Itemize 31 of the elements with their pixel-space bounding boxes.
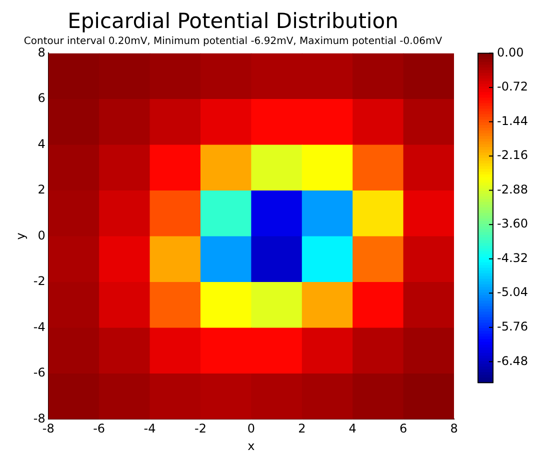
chart-title: Epicardial Potential Distribution [68,9,398,34]
y-tick-label: 4 [38,136,46,151]
color-bar-label: -0.72 [497,80,528,94]
y-tick-label: -4 [33,320,46,334]
x-tick-label: 6 [399,422,408,436]
x-tick-label: 2 [298,422,306,436]
color-bar-label: -5.76 [497,320,528,334]
y-tick-label: -6 [33,366,46,380]
y-tick-label: -8 [33,411,46,426]
y-axis-title: y [13,232,28,240]
x-tick-label: -4 [144,422,156,436]
chart-subtitle: Contour interval 0.20mV, Minimum potential -6.92mV, Maximum potential -0.06mV [24,36,442,47]
y-tick-label: -2 [33,274,46,288]
color-bar-label: -5.04 [497,285,528,300]
color-bar-label: -2.16 [497,148,528,162]
color-bar-label: -1.44 [497,114,528,128]
color-bar-label: -3.60 [497,216,528,231]
y-tick-label: 0 [38,228,46,242]
x-tick-label: 8 [450,422,458,436]
x-axis-title: x [248,438,255,453]
y-tick-label: 8 [38,45,46,60]
y-tick-label: 2 [38,182,46,197]
x-tick-label: 4 [348,422,356,436]
color-bar-label: -4.32 [497,250,528,265]
x-tick-label: -2 [194,422,206,436]
x-tick-label: -6 [93,422,106,436]
color-bar-label: -2.88 [497,182,528,196]
y-tick-label: 6 [38,91,46,106]
color-bar-label: -6.48 [497,354,528,368]
x-tick-label: 0 [247,422,256,436]
color-bar-label: 0.00 [497,45,524,60]
